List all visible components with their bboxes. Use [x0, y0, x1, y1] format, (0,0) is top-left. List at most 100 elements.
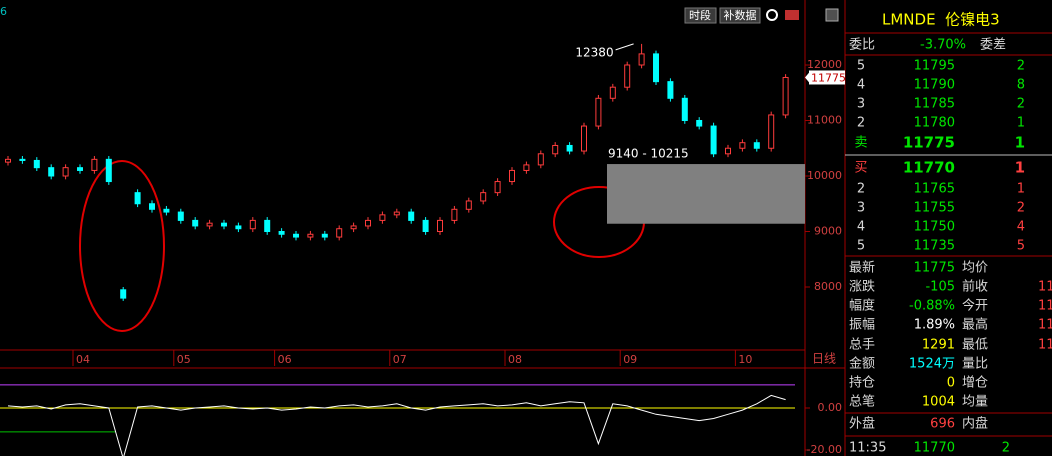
price-tag-arrow	[805, 71, 810, 84]
price: 11735	[914, 239, 955, 254]
size: 1	[1015, 134, 1025, 152]
level: 5	[857, 239, 865, 254]
stat-value: 1524万	[909, 357, 955, 372]
candle-body	[739, 142, 746, 149]
candle-body	[768, 114, 775, 149]
candle-body	[710, 125, 717, 155]
candle-body	[408, 211, 415, 221]
stat-value: 11775	[914, 261, 955, 276]
candle-body	[696, 119, 703, 127]
x-tick-label: 08	[508, 353, 522, 366]
level: 5	[857, 59, 865, 74]
candle-body	[509, 169, 515, 183]
tick-time: 11:35	[849, 441, 886, 456]
candle-body	[422, 219, 429, 233]
candle-body	[336, 228, 343, 238]
candle-body	[365, 219, 371, 227]
candle-body	[149, 203, 155, 210]
button-bg[interactable]	[719, 7, 761, 24]
label: 持仓	[849, 376, 875, 391]
size: 1	[1017, 182, 1025, 197]
candle-body	[523, 164, 530, 171]
candle-body	[134, 192, 141, 205]
candle-body	[120, 289, 127, 299]
corner-label: 6	[0, 5, 7, 18]
level: 4	[857, 78, 865, 93]
y-tick-label: -20.00	[807, 443, 842, 456]
candle-body	[552, 144, 559, 155]
price: 11790	[914, 78, 955, 93]
toolbar: 时段 补数据	[684, 7, 839, 24]
label: 总手	[849, 338, 875, 353]
candle-body	[5, 158, 11, 163]
peak-pointer	[615, 43, 634, 51]
level: 4	[857, 220, 865, 235]
label: 外盘	[849, 416, 875, 432]
stat-value: -0.88%	[909, 299, 955, 314]
level: 3	[857, 201, 865, 216]
candle-body	[278, 231, 285, 235]
price: 11770	[903, 159, 955, 177]
label: 总笔	[849, 394, 875, 410]
button-bg[interactable]	[684, 7, 717, 24]
candle-body	[494, 181, 501, 194]
candle-body	[307, 233, 314, 238]
label: 增仓	[962, 376, 988, 391]
candle-body	[537, 153, 544, 166]
indicator-line	[7, 394, 786, 456]
tick-price: 11770	[914, 441, 955, 456]
label: 最新	[849, 260, 875, 276]
price-tag-label: 11775	[811, 71, 846, 84]
stat-value: 0	[947, 376, 955, 391]
button[interactable]: 补数据	[724, 8, 757, 22]
label: 涨跌	[849, 279, 875, 295]
button[interactable]: 时段	[689, 8, 711, 22]
x-tick-label: 07	[393, 353, 407, 366]
highlight-ellipse	[79, 160, 165, 332]
stat-value: 11	[1038, 338, 1052, 353]
y-tick-label: 11000	[807, 113, 842, 126]
price: 11775	[903, 134, 955, 152]
candle-body	[221, 222, 227, 227]
label: 量比	[962, 357, 988, 372]
label: 均价	[962, 261, 988, 276]
candle-body	[393, 211, 400, 216]
y-tick-label: 10000	[807, 169, 842, 182]
candle-body	[725, 147, 731, 155]
stat-value: -105	[925, 280, 955, 295]
candle-body	[638, 53, 645, 66]
label: 委差	[980, 38, 1006, 53]
candle-body	[581, 125, 587, 152]
stat-value: 11	[1038, 280, 1052, 295]
menu-icon[interactable]	[825, 8, 839, 22]
tool-icon[interactable]	[785, 10, 799, 20]
candle-body	[609, 86, 616, 99]
candle-body	[48, 167, 55, 177]
size: 2	[1017, 97, 1025, 112]
price: 11785	[914, 97, 955, 112]
level: 卖	[854, 136, 867, 151]
price: 11755	[914, 201, 955, 216]
price: 11780	[914, 116, 955, 131]
candle-body	[667, 81, 674, 99]
size: 8	[1017, 78, 1025, 93]
size: 2	[1017, 201, 1025, 216]
price-tag	[809, 70, 845, 85]
price: 11750	[914, 220, 955, 235]
label: 委比	[849, 38, 875, 53]
label: 今开	[962, 298, 988, 314]
y-tick-label: 8000	[814, 280, 842, 293]
candle-body	[77, 167, 83, 171]
stat-value: 11	[1038, 318, 1052, 333]
label: 幅度	[849, 298, 875, 314]
candle-body	[465, 200, 472, 210]
settings-icon[interactable]	[766, 9, 778, 21]
candle-body	[681, 97, 688, 121]
x-tick-label: 04	[76, 353, 90, 366]
candle-body	[62, 167, 69, 177]
candle-body	[91, 158, 98, 171]
y-tick-label: 9000	[814, 225, 842, 238]
tick-size: 2	[1002, 441, 1010, 456]
